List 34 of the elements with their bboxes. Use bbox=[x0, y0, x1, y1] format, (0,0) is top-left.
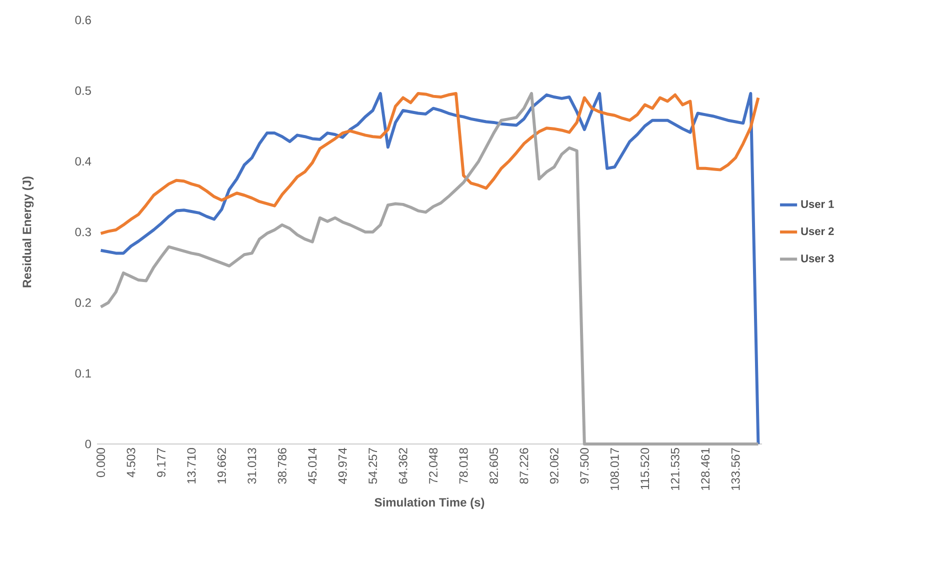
x-tick-label: 82.605 bbox=[489, 448, 498, 484]
y-tick-label: 0.2 bbox=[75, 298, 91, 307]
x-tick-label: 49.974 bbox=[338, 448, 347, 484]
y-tick-label: 0.1 bbox=[75, 369, 91, 378]
x-tick-label: 13.710 bbox=[187, 448, 196, 484]
y-tick-label: 0.6 bbox=[75, 16, 91, 24]
legend-label: User 1 bbox=[801, 200, 834, 208]
x-tick-label: 31.013 bbox=[248, 448, 256, 484]
y-tick-label: 0.5 bbox=[75, 86, 91, 95]
x-axis-title: Simulation Time (s) bbox=[374, 498, 484, 509]
x-tick-label: 115.520 bbox=[640, 448, 650, 490]
x-tick-label: 108.017 bbox=[610, 448, 619, 490]
legend-label: User 3 bbox=[801, 254, 834, 262]
x-tick-label: 64.362 bbox=[398, 448, 408, 484]
x-tick-label: 45.014 bbox=[308, 448, 317, 484]
x-tick-label: 4.503 bbox=[126, 448, 136, 478]
x-tick-label: 9.177 bbox=[156, 448, 166, 477]
x-tick-label: 38.786 bbox=[278, 448, 286, 484]
x-tick-label: 133.567 bbox=[731, 448, 740, 490]
x-tick-label: 92.062 bbox=[550, 448, 558, 484]
x-tick-label: 128.461 bbox=[701, 448, 710, 490]
y-tick-label: 0.3 bbox=[75, 228, 91, 236]
y-axis-title: Residual Energy (J) bbox=[22, 176, 34, 288]
x-tick-label: 78.018 bbox=[459, 448, 468, 484]
x-tick-label: 87.226 bbox=[520, 448, 528, 484]
y-tick-label: 0 bbox=[85, 440, 92, 448]
legend-label: User 2 bbox=[801, 227, 834, 236]
x-tick-label: 54.257 bbox=[368, 448, 378, 484]
x-tick-label: 0.000 bbox=[96, 448, 106, 478]
x-tick-label: 97.500 bbox=[580, 448, 589, 484]
x-tick-label: 72.048 bbox=[429, 448, 438, 484]
y-tick-label: 0.4 bbox=[75, 157, 92, 166]
x-tick-label: 121.535 bbox=[670, 448, 680, 490]
x-tick-label: 19.662 bbox=[217, 448, 226, 484]
